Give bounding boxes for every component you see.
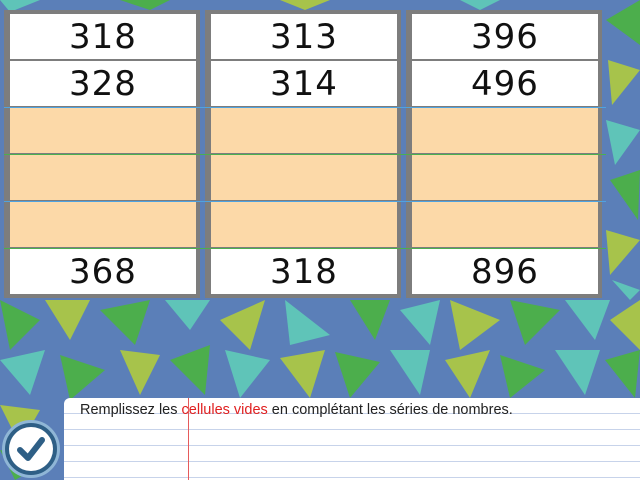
cell-input[interactable] [211, 107, 397, 154]
cell-input[interactable] [10, 201, 196, 248]
series-column-2: 313 314 318 [205, 10, 401, 298]
instruction-text-before: Remplissez les [80, 402, 182, 418]
empty-cell-input[interactable] [412, 107, 598, 154]
instruction-text-after: en complétant les séries de nombres. [267, 402, 513, 418]
empty-cell-input[interactable] [211, 154, 397, 201]
empty-cell-input[interactable] [412, 154, 598, 201]
series-column-1: 318 328 368 [4, 10, 200, 298]
number-series-table: 318 328 368 313 314 318 396 496 896 [4, 10, 606, 298]
empty-cell-input[interactable] [10, 201, 196, 248]
cell-input[interactable] [412, 201, 598, 248]
table-cell: 396 [412, 14, 598, 59]
row-divider [4, 107, 606, 108]
table-cell: 313 [211, 14, 397, 59]
table-cell: 314 [211, 61, 397, 106]
instruction-highlight: cellules vides [181, 402, 268, 418]
empty-cell-input[interactable] [412, 201, 598, 248]
checkmark-icon [9, 427, 53, 471]
table-cell: 496 [412, 61, 598, 106]
row-divider [4, 248, 606, 249]
empty-cell-input[interactable] [211, 201, 397, 248]
instruction-notepad: Remplissez les cellules vides en complét… [64, 398, 640, 480]
empty-cell-input[interactable] [10, 154, 196, 201]
notepad-margin-line [188, 398, 189, 480]
row-divider [4, 154, 606, 155]
check-answer-button[interactable] [2, 420, 60, 478]
table-cell: 318 [211, 249, 397, 294]
empty-cell-input[interactable] [211, 107, 397, 154]
empty-cell-input[interactable] [10, 107, 196, 154]
instruction-text: Remplissez les cellules vides en complét… [80, 402, 513, 418]
cell-input[interactable] [211, 201, 397, 248]
series-column-3: 396 496 896 [406, 10, 602, 298]
table-cell: 318 [10, 14, 196, 59]
table-cell: 896 [412, 249, 598, 294]
cell-input[interactable] [211, 154, 397, 201]
row-divider [4, 201, 606, 202]
cell-input[interactable] [10, 107, 196, 154]
cell-input[interactable] [412, 107, 598, 154]
cell-input[interactable] [10, 154, 196, 201]
cell-input[interactable] [412, 154, 598, 201]
table-cell: 368 [10, 249, 196, 294]
table-cell: 328 [10, 61, 196, 106]
